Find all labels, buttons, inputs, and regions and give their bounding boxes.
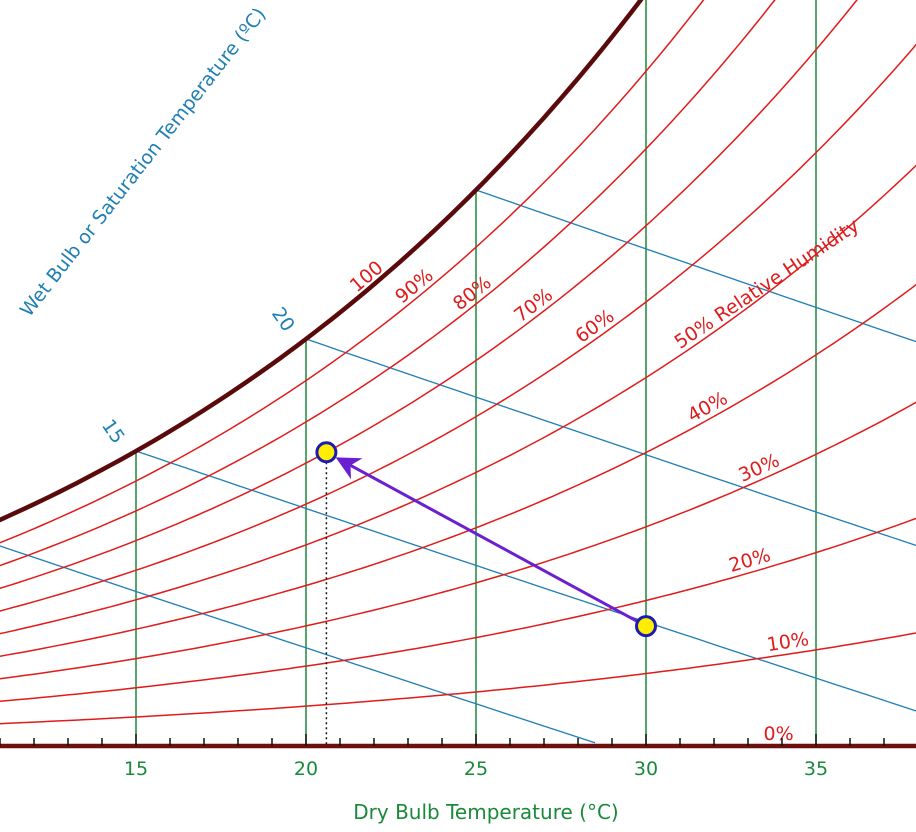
saturation-curve-group: [0, 0, 644, 523]
saturation-curve: [0, 0, 644, 523]
rh-curve-40: [0, 283, 916, 658]
wet-bulb-label-20: 20: [267, 303, 299, 335]
rh-curve-30: [0, 401, 916, 680]
rh-curve-10: [0, 632, 916, 725]
rh-curve-80: [0, 0, 776, 567]
rh-label-80: 80%: [449, 272, 496, 316]
wet-bulb-line-15: [135, 450, 916, 712]
curve-labels: 0%10%20%30%40%50% Relative Humidity60%70…: [16, 4, 863, 745]
rh-label-0: 0%: [764, 723, 794, 745]
rh-label-100: 100: [346, 257, 388, 297]
rh-curve-50: [0, 164, 916, 635]
dry-bulb-gridlines: [135, 0, 817, 746]
rh-label-60: 60%: [571, 305, 618, 347]
wet-bulb-line-10: [0, 545, 596, 744]
x-tick-label-15: 15: [124, 758, 148, 780]
rh-curve-60: [0, 43, 916, 612]
wet-bulb-axis-title: Wet Bulb or Saturation Temperature (ºC): [16, 4, 271, 321]
relative-humidity-curves: [0, 0, 916, 725]
rh-curve-90: [0, 0, 705, 544]
rh-curve-70: [0, 0, 858, 590]
process-group: [315, 441, 657, 746]
x-tick-label-35: 35: [804, 758, 828, 780]
x-tick-label-30: 30: [634, 758, 658, 780]
wet-bulb-line-25: [475, 189, 916, 343]
rh-label-40: 40%: [684, 387, 732, 427]
state-point-1: [635, 615, 657, 638]
wet-bulb-lines: [0, 189, 916, 744]
x-axis-title: Dry Bulb Temperature (°C): [353, 800, 618, 824]
rh-label-90: 90%: [391, 264, 438, 308]
wet-bulb-label-15: 15: [97, 415, 129, 447]
process-arrow: [335, 457, 638, 623]
wet-bulb-line-20: [305, 338, 916, 547]
state-point-2: [315, 441, 338, 464]
x-axis: 15 20 25 30 35: [0, 734, 916, 780]
x-tick-label-25: 25: [464, 758, 488, 780]
rh-label-50: 50% Relative Humidity: [671, 214, 864, 353]
rh-curve-20: [0, 517, 916, 702]
x-tick-label-20: 20: [294, 758, 318, 780]
rh-label-70: 70%: [510, 284, 557, 327]
